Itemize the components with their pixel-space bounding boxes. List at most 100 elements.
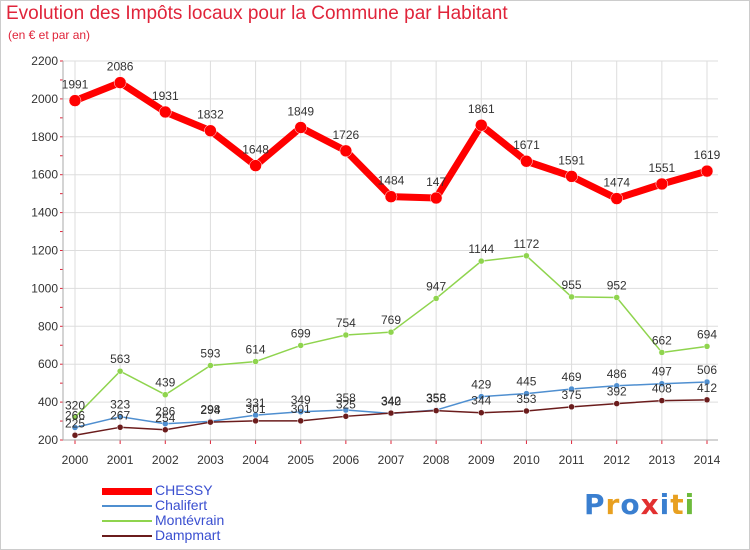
data-label: 294 [200,403,220,417]
x-tick-label: 2001 [107,453,134,467]
data-label: 1474 [603,176,630,190]
data-label: 1619 [694,148,721,162]
y-tick-label: 2200 [31,54,58,68]
legend-swatch [102,487,152,495]
data-label: 254 [155,411,175,425]
x-tick-label: 2011 [559,453,585,467]
data-point [432,407,440,414]
x-tick-label: 2004 [242,453,269,467]
data-label: 1144 [468,242,494,256]
data-point [113,76,127,89]
data-point [520,154,533,168]
x-tick-label: 2000 [62,453,89,467]
data-label: 769 [381,313,401,327]
data-point [252,358,259,365]
legend-swatch [102,505,152,507]
chart-title: Evolution des Impôts locaux pour la Comm… [6,3,508,24]
legend-swatch [102,520,152,522]
y-tick-label: 200 [38,433,58,447]
data-label: 298 [200,402,220,416]
data-point [703,396,711,404]
data-label: 563 [110,352,130,366]
data-point [387,328,395,336]
data-label: 1861 [468,102,495,116]
data-point [613,382,620,390]
data-label: 439 [155,376,175,390]
data-label: 1484 [378,174,405,188]
data-point [71,414,79,421]
data-label: 358 [336,391,356,405]
data-label: 694 [697,327,717,341]
data-label: 344 [471,394,491,408]
data-point [610,192,623,205]
y-tick-label: 400 [38,395,58,409]
data-point [297,417,304,425]
data-label: 614 [246,343,266,357]
data-label: 955 [562,278,582,292]
data-point [71,424,79,431]
y-tick-label: 1200 [31,244,58,258]
data-point [162,391,169,398]
data-label: 2086 [107,60,134,74]
legend-label: Dampmart [155,527,221,543]
x-tick-label: 2009 [468,453,495,467]
y-tick-label: 1800 [31,130,58,144]
data-point [249,159,262,172]
data-label: 1671 [513,138,540,152]
data-label: 1726 [333,128,360,142]
data-point [162,426,169,434]
data-label: 286 [155,405,175,419]
data-point [655,177,669,191]
data-point [252,417,259,425]
data-label: 1832 [197,108,224,122]
data-label: 412 [697,381,717,395]
data-label: 323 [110,398,130,412]
data-label: 699 [291,326,311,340]
data-label: 353 [516,392,536,406]
y-tick-label: 1600 [31,168,58,182]
data-label: 754 [336,316,356,330]
x-tick-label: 2007 [378,453,405,467]
data-point [478,393,485,400]
data-point [204,124,217,137]
legend-label: Montévrain [155,512,225,528]
data-point [387,409,395,417]
data-label: 375 [562,388,582,402]
data-label: 1551 [649,161,676,175]
data-label: 147 [426,175,446,189]
data-point [565,170,578,183]
data-point [116,367,124,375]
data-point [475,118,488,132]
legend-label: Chalifert [155,497,208,513]
data-label: 392 [607,385,627,399]
data-label: 1991 [62,78,89,92]
data-label: 358 [426,391,446,405]
data-label: 349 [291,393,311,407]
data-label: 342 [381,394,401,408]
data-label: 506 [697,363,717,377]
data-label: 947 [426,279,446,293]
data-label: 469 [562,370,582,384]
data-label: 445 [516,375,536,389]
data-point [342,413,350,420]
data-point [207,362,214,369]
data-label: 225 [65,416,85,430]
x-tick-label: 2002 [152,453,179,467]
data-label: 486 [607,367,627,381]
data-point [523,252,530,260]
data-point [478,257,485,265]
data-point [294,121,307,134]
legend-swatch [102,535,152,537]
data-label: 267 [110,408,130,422]
data-label: 952 [607,278,627,292]
data-label: 320 [65,398,85,412]
data-point [342,406,350,414]
data-point [429,191,443,205]
data-point [613,400,620,407]
y-tick-label: 1000 [31,281,58,295]
data-label: 301 [246,402,266,416]
data-point [478,409,485,416]
data-point [432,295,440,302]
data-point [297,408,304,416]
proxiti-logo: Proxiti [584,488,696,521]
